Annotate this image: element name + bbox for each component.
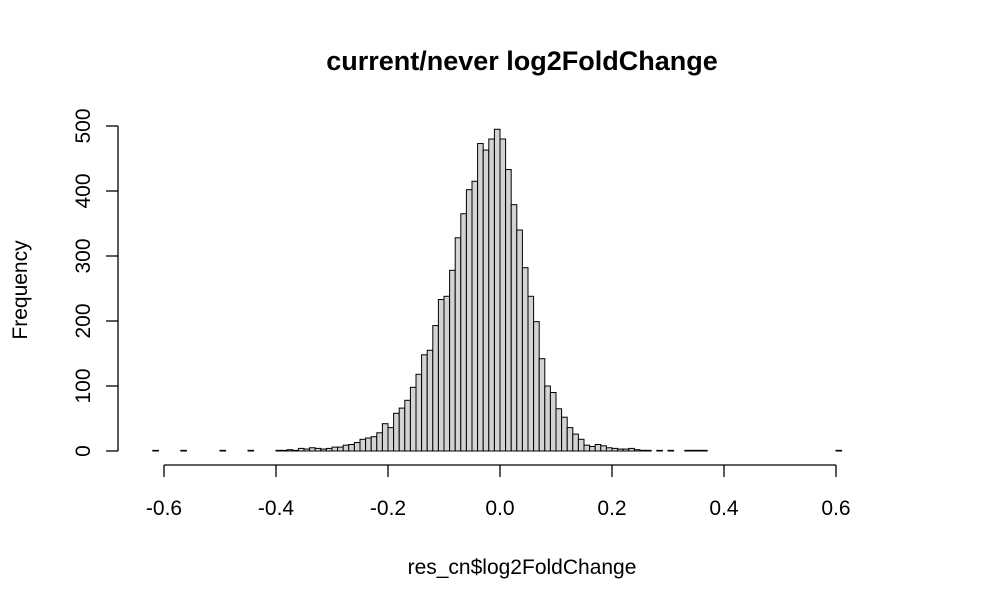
histogram-bar [449,269,456,452]
x-tick-label: 0.4 [709,497,739,520]
histogram-bar [219,449,227,452]
histogram-bar [331,446,339,452]
y-axis-label: Frequency [9,240,32,340]
y-tick-label: 0 [72,445,95,457]
y-tick-label: 100 [72,368,95,403]
x-axis: -0.6 -0.4 -0.2 0.0 0.2 0.4 0.6 [146,464,851,520]
histogram-bar [538,358,546,452]
histogram-bar [701,449,708,452]
histogram-bar [454,237,462,452]
histogram-bar [443,295,451,452]
histogram-bar [409,386,417,452]
histogram-bar [594,444,602,452]
histogram-bars [152,128,843,452]
histogram-bar [353,442,361,452]
histogram-bar [605,447,613,452]
y-tick-label: 500 [72,108,95,143]
histogram-bar [432,325,439,452]
histogram-bar [376,432,383,452]
histogram-bar [286,449,294,452]
x-tick-label: 0.6 [821,497,850,520]
histogram-bar [359,438,367,452]
histogram-bar [325,447,333,452]
histogram-bar [309,447,316,452]
histogram-bar [527,295,535,452]
histogram-bar [275,449,283,452]
y-axis: 0 100 200 300 400 500 [72,108,119,457]
histogram-bar [152,449,159,452]
x-tick-label: -0.4 [258,497,295,520]
x-tick-label: 0.2 [597,497,626,520]
histogram-bar [488,138,495,452]
histogram-bar [566,427,574,452]
histogram-bar [628,447,635,452]
histogram-bar [348,444,355,452]
histogram-bar [835,449,843,452]
histogram-bar [471,180,479,452]
histogram-bar [544,385,551,452]
histogram-bar [398,407,406,452]
histogram-bar [600,445,607,452]
histogram-bar [633,449,641,452]
histogram-bar [639,449,647,452]
histogram-bar [611,447,619,452]
histogram-bar [555,408,563,452]
histogram-bar [684,449,691,452]
histogram-bar [337,446,344,452]
x-tick-label: 0.0 [485,497,514,520]
histogram-bar [695,449,703,452]
chart-title: current/never log2FoldChange [326,46,718,76]
histogram-bar [303,448,311,452]
histogram-bar [314,447,322,452]
histogram-bar [320,448,327,452]
histogram-bar [381,423,389,452]
histogram-bar [482,149,490,452]
histogram-bar [393,412,400,452]
histogram-bar [572,433,579,452]
histogram-bar [437,299,445,452]
histogram-bar [387,427,395,452]
histogram-bar [365,437,372,452]
histogram-bar [421,354,428,452]
histogram-bar [281,449,288,452]
histogram-bar [426,349,434,452]
histogram-bar [510,204,518,452]
histogram-bar [667,449,675,452]
x-axis-label: res_cn$log2FoldChange [408,556,637,579]
histogram-bar [404,399,411,452]
histogram-bar [645,449,652,452]
histogram-bar [521,267,529,452]
histogram-bar [549,392,557,452]
histogram-bar [589,445,596,452]
histogram-bar [247,449,255,452]
histogram-bar [292,449,299,452]
histogram-bar [180,449,187,452]
histogram-bar [297,447,305,452]
histogram-bar [622,448,630,452]
histogram-bar [493,128,501,452]
histogram-bar [561,416,568,452]
histogram-bar [505,169,512,452]
histogram-bar [477,143,484,452]
x-tick-label: -0.2 [370,497,406,520]
y-tick-label: 200 [72,303,95,338]
histogram-bar [617,448,624,452]
x-tick-label: -0.6 [146,497,182,520]
histogram-bar [583,444,591,452]
histogram-bar [499,138,507,452]
histogram-bar [533,321,540,452]
histogram-bar [460,213,467,452]
histogram-bar [465,189,473,452]
histogram-bar [516,229,523,452]
histogram-bar [577,438,585,452]
y-tick-label: 300 [72,238,95,273]
histogram-bar [415,373,423,452]
histogram-bar [370,436,378,452]
y-tick-label: 400 [72,173,95,208]
histogram-bar [689,449,697,452]
histogram-bar [656,449,663,452]
histogram-bar [342,444,350,452]
